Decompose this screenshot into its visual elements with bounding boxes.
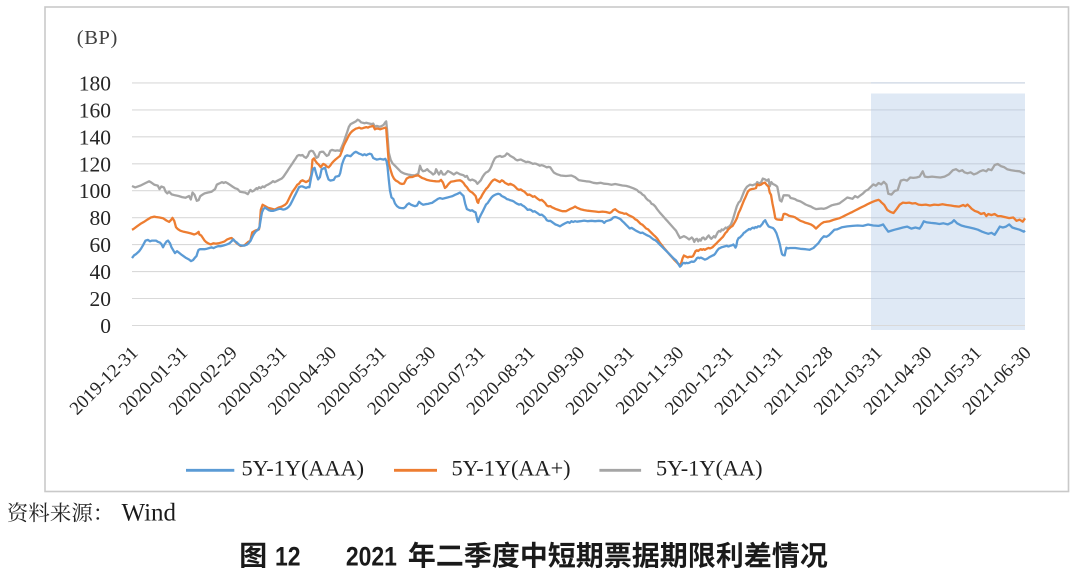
svg-text:180: 180 <box>79 71 111 95</box>
svg-text:100: 100 <box>79 179 111 203</box>
svg-text:5Y-1Y(AA+): 5Y-1Y(AA+) <box>452 456 571 481</box>
svg-text:140: 140 <box>79 125 111 149</box>
svg-text:12: 12 <box>275 542 301 572</box>
svg-text:40: 40 <box>90 260 112 284</box>
svg-text:5Y-1Y(AAA): 5Y-1Y(AAA) <box>242 456 365 481</box>
svg-text:(BP): (BP) <box>77 27 118 49</box>
svg-text:20: 20 <box>90 287 112 311</box>
svg-text:5Y-1Y(AA): 5Y-1Y(AA) <box>656 456 763 481</box>
svg-text:60: 60 <box>90 233 112 257</box>
svg-text:120: 120 <box>79 152 111 176</box>
svg-text:2021: 2021 <box>346 542 397 572</box>
svg-text:160: 160 <box>79 98 111 122</box>
svg-text:Wind: Wind <box>122 500 177 527</box>
svg-text:80: 80 <box>90 206 112 230</box>
svg-text:0: 0 <box>100 314 111 338</box>
